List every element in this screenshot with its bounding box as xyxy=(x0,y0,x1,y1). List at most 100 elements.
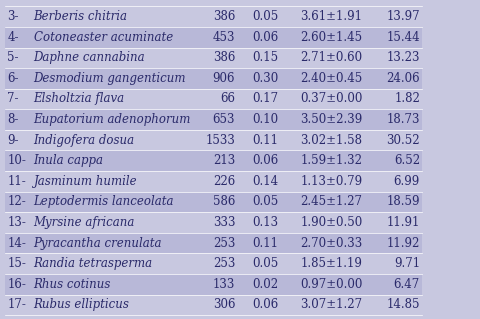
Text: Rhus cotinus: Rhus cotinus xyxy=(34,278,111,291)
Text: 13.23: 13.23 xyxy=(386,51,420,64)
Text: 0.10: 0.10 xyxy=(252,113,278,126)
Text: 18.73: 18.73 xyxy=(386,113,420,126)
Text: 13-: 13- xyxy=(7,216,26,229)
Text: 653: 653 xyxy=(213,113,235,126)
Text: 586: 586 xyxy=(213,196,235,208)
FancyBboxPatch shape xyxy=(5,151,422,171)
Text: 0.15: 0.15 xyxy=(252,51,278,64)
Text: Indigofera dosua: Indigofera dosua xyxy=(34,134,135,147)
Text: 11.91: 11.91 xyxy=(386,216,420,229)
Text: 0.02: 0.02 xyxy=(252,278,278,291)
Text: Cotoneaster acuminate: Cotoneaster acuminate xyxy=(34,31,173,44)
Text: 0.05: 0.05 xyxy=(252,257,278,270)
Text: Inula cappa: Inula cappa xyxy=(34,154,104,167)
Text: 15-: 15- xyxy=(7,257,26,270)
FancyBboxPatch shape xyxy=(5,171,422,192)
Text: 906: 906 xyxy=(213,72,235,85)
Text: Berberis chitria: Berberis chitria xyxy=(34,10,128,23)
FancyBboxPatch shape xyxy=(5,192,422,212)
FancyBboxPatch shape xyxy=(5,27,422,48)
Text: 15.44: 15.44 xyxy=(386,31,420,44)
FancyBboxPatch shape xyxy=(5,233,422,253)
Text: 0.14: 0.14 xyxy=(252,175,278,188)
Text: 2.71±0.60: 2.71±0.60 xyxy=(300,51,362,64)
Text: 0.06: 0.06 xyxy=(252,154,278,167)
Text: 2.45±1.27: 2.45±1.27 xyxy=(300,196,362,208)
Text: 333: 333 xyxy=(213,216,235,229)
Text: 1.85±1.19: 1.85±1.19 xyxy=(300,257,362,270)
Text: 16-: 16- xyxy=(7,278,26,291)
Text: 11-: 11- xyxy=(7,175,26,188)
Text: 0.30: 0.30 xyxy=(252,72,278,85)
Text: 8-: 8- xyxy=(7,113,19,126)
Text: 0.13: 0.13 xyxy=(252,216,278,229)
Text: 2.40±0.45: 2.40±0.45 xyxy=(300,72,362,85)
Text: Leptodermis lanceolata: Leptodermis lanceolata xyxy=(34,196,174,208)
FancyBboxPatch shape xyxy=(5,48,422,68)
Text: 453: 453 xyxy=(213,31,235,44)
Text: 12-: 12- xyxy=(7,196,26,208)
Text: 386: 386 xyxy=(213,51,235,64)
Text: 226: 226 xyxy=(213,175,235,188)
Text: 1.59±1.32: 1.59±1.32 xyxy=(300,154,362,167)
Text: 3.07±1.27: 3.07±1.27 xyxy=(300,298,362,311)
Text: 0.06: 0.06 xyxy=(252,298,278,311)
Text: 3.50±2.39: 3.50±2.39 xyxy=(300,113,362,126)
Text: 133: 133 xyxy=(213,278,235,291)
Text: 18.59: 18.59 xyxy=(386,196,420,208)
FancyBboxPatch shape xyxy=(5,253,422,274)
FancyBboxPatch shape xyxy=(5,89,422,109)
Text: 0.37±0.00: 0.37±0.00 xyxy=(300,93,362,106)
Text: 11.92: 11.92 xyxy=(386,237,420,249)
Text: 6-: 6- xyxy=(7,72,19,85)
FancyBboxPatch shape xyxy=(5,294,422,315)
Text: 6.52: 6.52 xyxy=(394,154,420,167)
Text: 14-: 14- xyxy=(7,237,26,249)
Text: 5-: 5- xyxy=(7,51,19,64)
Text: Rubus ellipticus: Rubus ellipticus xyxy=(34,298,130,311)
Text: 306: 306 xyxy=(213,298,235,311)
Text: Elsholtzia flava: Elsholtzia flava xyxy=(34,93,125,106)
Text: 0.05: 0.05 xyxy=(252,10,278,23)
Text: 3-: 3- xyxy=(7,10,19,23)
Text: 0.17: 0.17 xyxy=(252,93,278,106)
Text: 10-: 10- xyxy=(7,154,26,167)
Text: 1.82: 1.82 xyxy=(394,93,420,106)
Text: 9.71: 9.71 xyxy=(394,257,420,270)
Text: 2.60±1.45: 2.60±1.45 xyxy=(300,31,362,44)
Text: Myrsine africana: Myrsine africana xyxy=(34,216,135,229)
Text: 30.52: 30.52 xyxy=(386,134,420,147)
Text: 213: 213 xyxy=(213,154,235,167)
Text: 24.06: 24.06 xyxy=(386,72,420,85)
Text: 0.06: 0.06 xyxy=(252,31,278,44)
Text: 253: 253 xyxy=(213,237,235,249)
FancyBboxPatch shape xyxy=(5,274,422,294)
Text: 2.70±0.33: 2.70±0.33 xyxy=(300,237,362,249)
Text: 66: 66 xyxy=(220,93,235,106)
Text: 7-: 7- xyxy=(7,93,19,106)
Text: 0.97±0.00: 0.97±0.00 xyxy=(300,278,362,291)
FancyBboxPatch shape xyxy=(5,68,422,89)
Text: 9-: 9- xyxy=(7,134,19,147)
Text: 6.47: 6.47 xyxy=(394,278,420,291)
Text: 1.90±0.50: 1.90±0.50 xyxy=(300,216,362,229)
Text: Randia tetrasperma: Randia tetrasperma xyxy=(34,257,153,270)
Text: 13.97: 13.97 xyxy=(386,10,420,23)
Text: Jasminum humile: Jasminum humile xyxy=(34,175,137,188)
FancyBboxPatch shape xyxy=(5,212,422,233)
Text: 17-: 17- xyxy=(7,298,26,311)
Text: Eupatorium adenophorum: Eupatorium adenophorum xyxy=(34,113,191,126)
Text: 3.61±1.91: 3.61±1.91 xyxy=(300,10,362,23)
Text: 6.99: 6.99 xyxy=(394,175,420,188)
FancyBboxPatch shape xyxy=(5,130,422,151)
Text: 253: 253 xyxy=(213,257,235,270)
Text: 386: 386 xyxy=(213,10,235,23)
Text: Pyracantha crenulata: Pyracantha crenulata xyxy=(34,237,162,249)
Text: 0.11: 0.11 xyxy=(252,237,278,249)
Text: 1533: 1533 xyxy=(205,134,235,147)
Text: 0.11: 0.11 xyxy=(252,134,278,147)
FancyBboxPatch shape xyxy=(5,109,422,130)
Text: 1.13±0.79: 1.13±0.79 xyxy=(300,175,362,188)
Text: 3.02±1.58: 3.02±1.58 xyxy=(300,134,362,147)
Text: 0.05: 0.05 xyxy=(252,196,278,208)
